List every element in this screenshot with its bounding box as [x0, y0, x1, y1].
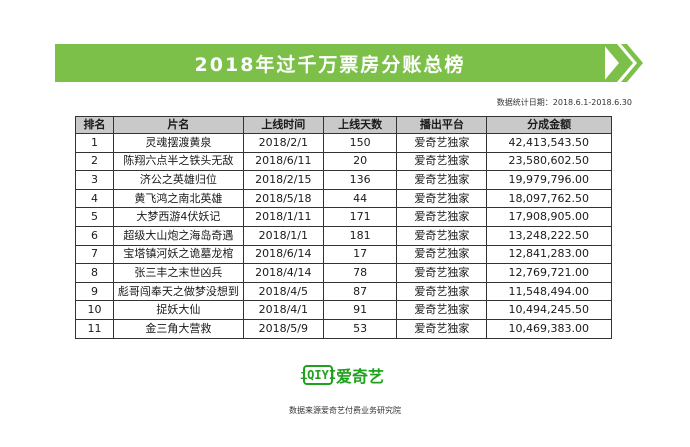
platform-cell: 爱奇艺独家: [396, 244, 488, 265]
revenue-cell: 42,413,543.50: [486, 133, 612, 153]
days-online-cell: 181: [322, 225, 398, 246]
platform-cell: 爱奇艺独家: [396, 263, 488, 283]
rank-cell: 11: [75, 318, 114, 339]
days-online-cell: 78: [322, 263, 398, 283]
table-header-row: 排名 片名 上线时间 上线天数 播出平台 分成金额: [75, 116, 612, 134]
data-source-note: 数据来源爱奇艺付费业务研究院: [289, 406, 401, 415]
days-online-cell: 53: [322, 318, 398, 339]
column-header-revenue-share: 分成金额: [486, 116, 612, 134]
logo-name: 爱奇艺: [336, 367, 385, 386]
title-cell: 捉妖大仙: [112, 300, 244, 320]
table-row: 10 捉妖大仙 2018/4/1 91 爱奇艺独家 10,494,245.50: [75, 300, 612, 320]
column-header-title: 片名: [112, 116, 244, 134]
rank-cell: 5: [75, 207, 114, 227]
release-date-cell: 2018/5/9: [242, 318, 324, 339]
iqiyi-logo: iQIYI 爱奇艺: [300, 363, 385, 387]
title-cell: 大梦西游4伏妖记: [112, 207, 244, 227]
revenue-cell: 19,979,796.00: [486, 170, 612, 190]
table-row: 5 大梦西游4伏妖记 2018/1/11 171 爱奇艺独家 17,908,905.00: [75, 207, 612, 227]
table-row: 11 金三角大营救 2018/5/9 53 爱奇艺独家 10,469,383.00: [75, 318, 612, 339]
days-online-cell: 20: [322, 151, 398, 172]
table-row: 1 灵魂摆渡黄泉 2018/2/1 150 爱奇艺独家 42,413,543.50: [75, 133, 612, 153]
release-date-cell: 2018/4/14: [242, 263, 324, 283]
release-date-cell: 2018/2/15: [242, 170, 324, 190]
platform-cell: 爱奇艺独家: [396, 207, 488, 227]
release-date-cell: 2018/6/11: [242, 151, 324, 172]
release-date-cell: 2018/2/1: [242, 133, 324, 153]
title-cell: 宝塔镇河妖之诡墓龙棺: [112, 244, 244, 265]
title-cell: 济公之英雄归位: [112, 170, 244, 190]
title-cell: 彪哥闯奉天之做梦没想到: [112, 281, 244, 302]
logo-mark: iQIYI: [300, 365, 336, 385]
title-cell: 张三丰之末世凶兵: [112, 263, 244, 283]
days-online-cell: 150: [322, 133, 398, 153]
revenue-cell: 17,908,905.00: [486, 207, 612, 227]
days-online-cell: 91: [322, 300, 398, 320]
revenue-cell: 23,580,602.50: [486, 151, 612, 172]
page-title: 2018年过千万票房分账总榜: [194, 53, 466, 76]
platform-cell: 爱奇艺独家: [396, 300, 488, 320]
rank-cell: 2: [75, 151, 114, 172]
release-date-cell: 2018/4/5: [242, 281, 324, 302]
column-header-rank: 排名: [75, 116, 114, 134]
rank-cell: 7: [75, 244, 114, 265]
rank-cell: 9: [75, 281, 114, 302]
release-date-cell: 2018/1/1: [242, 225, 324, 246]
box-office-table: 排名 片名 上线时间 上线天数 播出平台 分成金额 1 灵魂摆渡黄泉 2018/2/…: [75, 116, 612, 339]
title-cell: 灵魂摆渡黄泉: [112, 133, 244, 153]
title-cell: 金三角大营救: [112, 318, 244, 339]
title-cell: 黄飞鸿之南北英雄: [112, 188, 244, 209]
table-row: 3 济公之英雄归位 2018/2/15 136 爱奇艺独家 19,979,796.00: [75, 170, 612, 190]
days-online-cell: 171: [322, 207, 398, 227]
platform-cell: 爱奇艺独家: [396, 281, 488, 302]
platform-cell: 爱奇艺独家: [396, 188, 488, 209]
column-header-platform: 播出平台: [396, 116, 488, 134]
rank-cell: 10: [75, 300, 114, 320]
revenue-cell: 12,841,283.00: [486, 244, 612, 265]
revenue-cell: 10,469,383.00: [486, 318, 612, 339]
rank-cell: 6: [75, 225, 114, 246]
chevron-decoration-icon: [603, 44, 643, 82]
rank-cell: 1: [75, 133, 114, 153]
days-online-cell: 44: [322, 188, 398, 209]
table-row: 9 彪哥闯奉天之做梦没想到 2018/4/5 87 爱奇艺独家 11,548,494.00: [75, 281, 612, 302]
title-banner: 2018年过千万票房分账总榜: [55, 44, 605, 82]
revenue-cell: 11,548,494.00: [486, 281, 612, 302]
table-row: 7 宝塔镇河妖之诡墓龙棺 2018/6/14 17 爱奇艺独家 12,841,283.00: [75, 244, 612, 265]
table-row: 2 陈翔六点半之铁头无敌 2018/6/11 20 爱奇艺独家 23,580,602.50: [75, 151, 612, 172]
platform-cell: 爱奇艺独家: [396, 318, 488, 339]
platform-cell: 爱奇艺独家: [396, 151, 488, 172]
days-online-cell: 136: [322, 170, 398, 190]
title-cell: 超级大山炮之海岛奇遇: [112, 225, 244, 246]
title-cell: 陈翔六点半之铁头无敌: [112, 151, 244, 172]
revenue-cell: 13,248,222.50: [486, 225, 612, 246]
days-online-cell: 87: [322, 281, 398, 302]
table-row: 6 超级大山炮之海岛奇遇 2018/1/1 181 爱奇艺独家 13,248,222.50: [75, 225, 612, 246]
stats-date: 数据统计日期：2018.6.1-2018.6.30: [496, 98, 632, 107]
rank-cell: 3: [75, 170, 114, 190]
release-date-cell: 2018/1/11: [242, 207, 324, 227]
release-date-cell: 2018/5/18: [242, 188, 324, 209]
platform-cell: 爱奇艺独家: [396, 133, 488, 153]
release-date-cell: 2018/4/1: [242, 300, 324, 320]
table-row: 8 张三丰之末世凶兵 2018/4/14 78 爱奇艺独家 12,769,721.00: [75, 263, 612, 283]
table-row: 4 黄飞鸿之南北英雄 2018/5/18 44 爱奇艺独家 18,097,762.50: [75, 188, 612, 209]
revenue-cell: 10,494,245.50: [486, 300, 612, 320]
revenue-cell: 18,097,762.50: [486, 188, 612, 209]
days-online-cell: 17: [322, 244, 398, 265]
column-header-days-online: 上线天数: [322, 116, 398, 134]
release-date-cell: 2018/6/14: [242, 244, 324, 265]
rank-cell: 8: [75, 263, 114, 283]
platform-cell: 爱奇艺独家: [396, 225, 488, 246]
revenue-cell: 12,769,721.00: [486, 263, 612, 283]
platform-cell: 爱奇艺独家: [396, 170, 488, 190]
column-header-release-date: 上线时间: [242, 116, 324, 134]
rank-cell: 4: [75, 188, 114, 209]
